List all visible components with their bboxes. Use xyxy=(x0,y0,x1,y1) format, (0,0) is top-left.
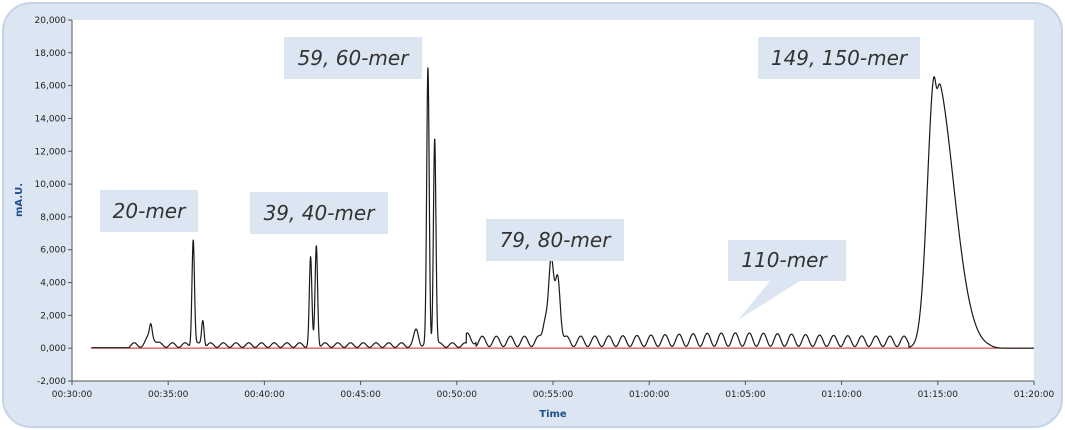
callout-39-40-mer: 39, 40-mer xyxy=(250,192,388,234)
callout-20-mer-box xyxy=(100,190,198,232)
y-tick-label: 20,000 xyxy=(35,16,67,26)
x-tick-label: 01:20:00 xyxy=(1014,390,1055,400)
callout-149-150-mer-box xyxy=(758,37,920,79)
y-tick-label: 8,000 xyxy=(40,213,66,223)
y-tick-label: -2,000 xyxy=(37,377,66,387)
callout-59-60-mer: 59, 60-mer xyxy=(284,37,422,79)
y-tick-label: 0,000 xyxy=(40,344,66,354)
x-axis-title: Time xyxy=(539,409,567,420)
callout-110-mer-label: 110-mer xyxy=(741,248,828,272)
chromatogram-trace xyxy=(90,67,1035,349)
y-axis-ticks: -2,000 0,000 2,000 4,000 6,000 8,000 10,000 12,… xyxy=(35,16,72,387)
y-tick-label: 6,000 xyxy=(40,246,66,256)
callout-79-80-mer-box xyxy=(486,219,624,261)
y-tick-label: 12,000 xyxy=(35,147,67,157)
x-axis-ticks: 00:30:00 00:35:00 00:40:00 00:45:00 00:50:00… xyxy=(52,381,1055,400)
callout-20-mer: 20-mer xyxy=(100,190,198,232)
y-tick-label: 2,000 xyxy=(40,311,66,321)
callout-39-40-mer-label: 39, 40-mer xyxy=(264,201,377,225)
x-tick-label: 00:50:00 xyxy=(437,390,478,400)
x-tick-label: 01:00:00 xyxy=(629,390,670,400)
callout-79-80-mer: 79, 80-mer xyxy=(486,219,624,261)
x-tick-label: 00:35:00 xyxy=(148,390,189,400)
y-tick-label: 10,000 xyxy=(35,180,67,190)
y-tick-label: 14,000 xyxy=(35,114,67,124)
callout-110-mer: 110-mer xyxy=(728,240,846,320)
callout-39-40-mer-box xyxy=(250,192,388,234)
y-axis-title: mA.U. xyxy=(14,183,25,217)
x-tick-label: 01:05:00 xyxy=(725,390,766,400)
x-tick-label: 00:30:00 xyxy=(52,390,93,400)
callout-79-80-mer-label: 79, 80-mer xyxy=(500,228,613,252)
y-tick-label: 18,000 xyxy=(35,49,67,59)
callout-110-mer-box xyxy=(728,240,846,320)
callout-59-60-mer-label: 59, 60-mer xyxy=(298,46,411,70)
y-tick-label: 16,000 xyxy=(35,82,67,92)
x-tick-label: 00:55:00 xyxy=(533,390,574,400)
callout-149-150-mer-label: 149, 150-mer xyxy=(771,46,909,70)
callout-149-150-mer: 149, 150-mer xyxy=(758,37,920,79)
y-tick-label: 4,000 xyxy=(40,279,66,289)
x-tick-label: 00:45:00 xyxy=(340,390,381,400)
callout-59-60-mer-box xyxy=(284,37,422,79)
plot-area xyxy=(72,20,1034,381)
x-tick-label: 01:10:00 xyxy=(821,390,862,400)
callout-20-mer-label: 20-mer xyxy=(113,199,187,223)
x-tick-label: 01:15:00 xyxy=(918,390,959,400)
x-tick-label: 00:40:00 xyxy=(244,390,285,400)
